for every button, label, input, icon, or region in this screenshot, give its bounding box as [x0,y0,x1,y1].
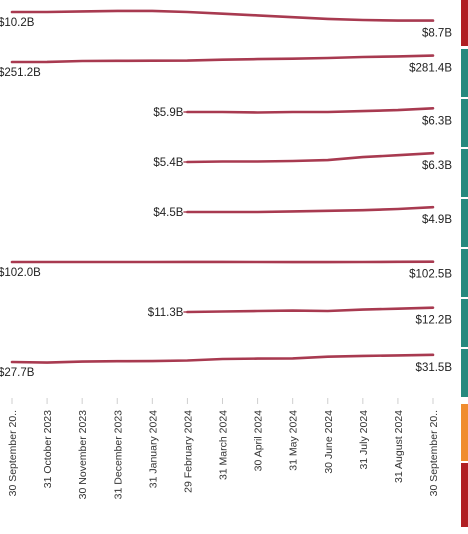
series-row: $102.0B $102.5B [0,249,468,297]
start-value-label: $27.7B [0,367,35,379]
x-tick-label: 30 September 20.. [7,410,19,496]
status-bar [461,199,468,247]
x-tick-label: 30 April 2024 [253,410,265,471]
x-axis: 30 September 20.. 31 October 2023 30 Novem… [7,398,440,499]
series-row: $11.3B $12.2B [148,299,468,347]
end-value-label: $4.9B [422,214,452,226]
series-line [187,108,433,112]
status-bar [461,463,468,527]
x-tick-label: 31 July 2024 [358,410,370,470]
start-value-label: $4.5B [153,207,183,219]
status-bar [461,349,468,397]
end-value-label: $12.2B [416,315,453,327]
series-row: $27.7B $31.5B [0,349,468,397]
end-value-label: $6.3B [422,115,452,127]
x-tick-label: 30 November 2023 [77,410,89,499]
start-value-label: $251.2B [0,67,41,79]
start-value-label: $5.4B [153,157,183,169]
start-value-label: $5.9B [153,107,183,119]
series-line [12,11,433,21]
status-bar [461,249,468,297]
series-row: $4.5B $4.9B [153,199,468,247]
series-line [187,207,433,212]
x-tick-label: 29 February 2024 [182,410,194,493]
series-row: $5.9B $6.3B [153,99,468,147]
series-line [187,153,433,162]
status-bar [461,404,468,461]
start-value-label: $11.3B [148,307,184,319]
start-value-label: $10.2B [0,17,35,29]
x-tick-label: 31 January 2024 [147,410,159,488]
x-tick-label: 31 December 2023 [112,410,124,499]
end-value-label: $102.5B [409,269,452,281]
end-value-label: $31.5B [416,362,453,374]
status-bar [461,0,468,46]
x-tick-label: 31 May 2024 [288,410,300,471]
status-bar [461,149,468,197]
end-value-label: $6.3B [422,160,452,172]
x-tick-label: 30 September 20.. [428,410,440,496]
series-line [187,308,433,312]
end-value-label: $281.4B [409,63,452,75]
x-tick-label: 31 October 2023 [42,410,54,488]
status-bar [461,299,468,347]
series-line [12,355,433,363]
x-tick-label: 31 March 2024 [218,410,230,480]
end-value-label: $8.7B [422,28,452,40]
status-bar [461,99,468,147]
x-tick-label: 30 June 2024 [323,410,335,474]
start-value-label: $102.0B [0,267,41,279]
x-tick-label: 31 August 2024 [393,410,405,483]
series-row: $251.2B $281.4B [0,49,468,97]
series-line [12,56,433,62]
status-bar [461,49,468,97]
series-row: $10.2B $8.7B [0,0,468,46]
series-row: $5.4B $6.3B [153,149,468,197]
